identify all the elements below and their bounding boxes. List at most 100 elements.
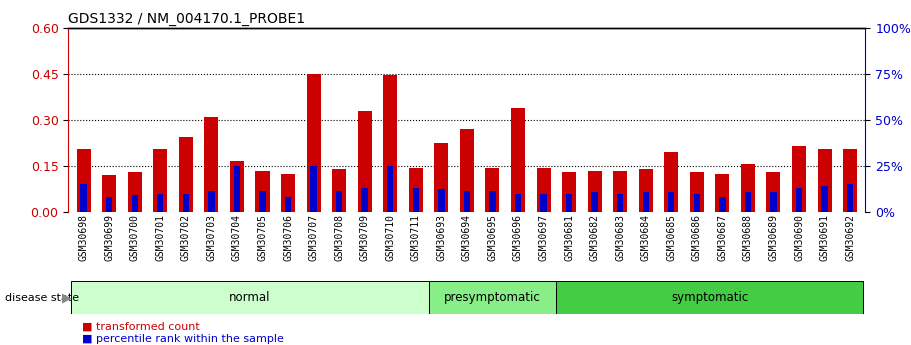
Bar [741, 165, 755, 212]
Bar [234, 166, 241, 212]
Text: GSM30700: GSM30700 [129, 214, 139, 260]
Text: GSM30696: GSM30696 [513, 214, 523, 260]
Bar [591, 192, 598, 212]
Bar [179, 137, 193, 212]
Text: GSM30710: GSM30710 [385, 214, 395, 260]
Bar [847, 185, 854, 212]
Text: GSM30704: GSM30704 [232, 214, 242, 260]
Bar [435, 143, 448, 212]
Bar [719, 197, 725, 212]
Bar [428, 281, 557, 314]
Text: GSM30701: GSM30701 [155, 214, 165, 260]
Bar [285, 197, 292, 212]
Bar [557, 281, 863, 314]
Bar [792, 146, 806, 212]
Text: GSM30683: GSM30683 [615, 214, 625, 260]
Bar [486, 168, 499, 212]
Text: GSM30697: GSM30697 [538, 214, 548, 260]
Bar [438, 189, 445, 212]
Text: GSM30694: GSM30694 [462, 214, 472, 260]
Bar [387, 166, 394, 212]
Bar [358, 111, 372, 212]
Bar [255, 171, 270, 212]
Bar [664, 152, 679, 212]
Text: GSM30687: GSM30687 [717, 214, 727, 260]
Text: GSM30703: GSM30703 [207, 214, 217, 260]
Bar [617, 194, 623, 212]
Text: GSM30711: GSM30711 [411, 214, 421, 260]
Bar [744, 192, 751, 212]
Text: GSM30682: GSM30682 [589, 214, 599, 260]
Bar [336, 191, 343, 212]
Text: GDS1332 / NM_004170.1_PROBE1: GDS1332 / NM_004170.1_PROBE1 [68, 12, 305, 26]
Text: GSM30691: GSM30691 [820, 214, 830, 260]
Bar [311, 166, 317, 212]
Bar [566, 194, 572, 212]
Bar [384, 75, 397, 212]
Bar [71, 281, 428, 314]
Bar [209, 191, 215, 212]
Bar [537, 168, 550, 212]
Bar [489, 191, 496, 212]
Bar [639, 169, 653, 212]
Text: GSM30681: GSM30681 [564, 214, 574, 260]
Bar [362, 188, 368, 212]
Bar [106, 197, 112, 212]
Bar [588, 171, 601, 212]
Text: normal: normal [229, 291, 271, 304]
Bar [668, 192, 674, 212]
Text: GSM30705: GSM30705 [258, 214, 268, 260]
Text: GSM30708: GSM30708 [334, 214, 344, 260]
Bar [817, 149, 832, 212]
Bar [511, 108, 525, 212]
Text: GSM30685: GSM30685 [666, 214, 676, 260]
Bar [409, 168, 423, 212]
Bar [464, 191, 470, 212]
Text: GSM30698: GSM30698 [78, 214, 88, 260]
Bar [613, 171, 627, 212]
Text: ■ percentile rank within the sample: ■ percentile rank within the sample [82, 334, 284, 344]
Bar [715, 174, 730, 212]
Text: ▶: ▶ [62, 291, 72, 304]
Bar [102, 175, 117, 212]
Bar [642, 192, 649, 212]
Bar [281, 174, 295, 212]
Text: presymptomatic: presymptomatic [444, 291, 541, 304]
Bar [540, 194, 547, 212]
Bar [230, 161, 244, 212]
Bar [153, 149, 168, 212]
Bar [413, 188, 419, 212]
Bar [157, 194, 163, 212]
Text: GSM30692: GSM30692 [845, 214, 855, 260]
Bar [128, 172, 142, 212]
Bar [204, 117, 219, 212]
Text: GSM30707: GSM30707 [309, 214, 319, 260]
Bar [260, 191, 266, 212]
Text: GSM30702: GSM30702 [181, 214, 190, 260]
Bar [562, 172, 576, 212]
Text: GSM30695: GSM30695 [487, 214, 497, 260]
Bar [515, 194, 521, 212]
Bar [843, 149, 857, 212]
Bar [333, 169, 346, 212]
Text: GSM30709: GSM30709 [360, 214, 370, 260]
Text: GSM30706: GSM30706 [283, 214, 293, 260]
Bar [693, 194, 700, 212]
Bar [690, 172, 704, 212]
Bar [307, 74, 321, 212]
Bar [80, 185, 87, 212]
Text: disease state: disease state [5, 293, 78, 303]
Bar [183, 194, 189, 212]
Text: GSM30689: GSM30689 [769, 214, 779, 260]
Bar [77, 149, 91, 212]
Bar [796, 188, 803, 212]
Bar [822, 186, 828, 212]
Text: symptomatic: symptomatic [671, 291, 748, 304]
Bar [131, 195, 138, 212]
Bar [766, 172, 781, 212]
Bar [771, 192, 777, 212]
Bar [460, 129, 474, 212]
Text: GSM30684: GSM30684 [640, 214, 650, 260]
Text: ■ transformed count: ■ transformed count [82, 322, 200, 332]
Text: GSM30686: GSM30686 [691, 214, 701, 260]
